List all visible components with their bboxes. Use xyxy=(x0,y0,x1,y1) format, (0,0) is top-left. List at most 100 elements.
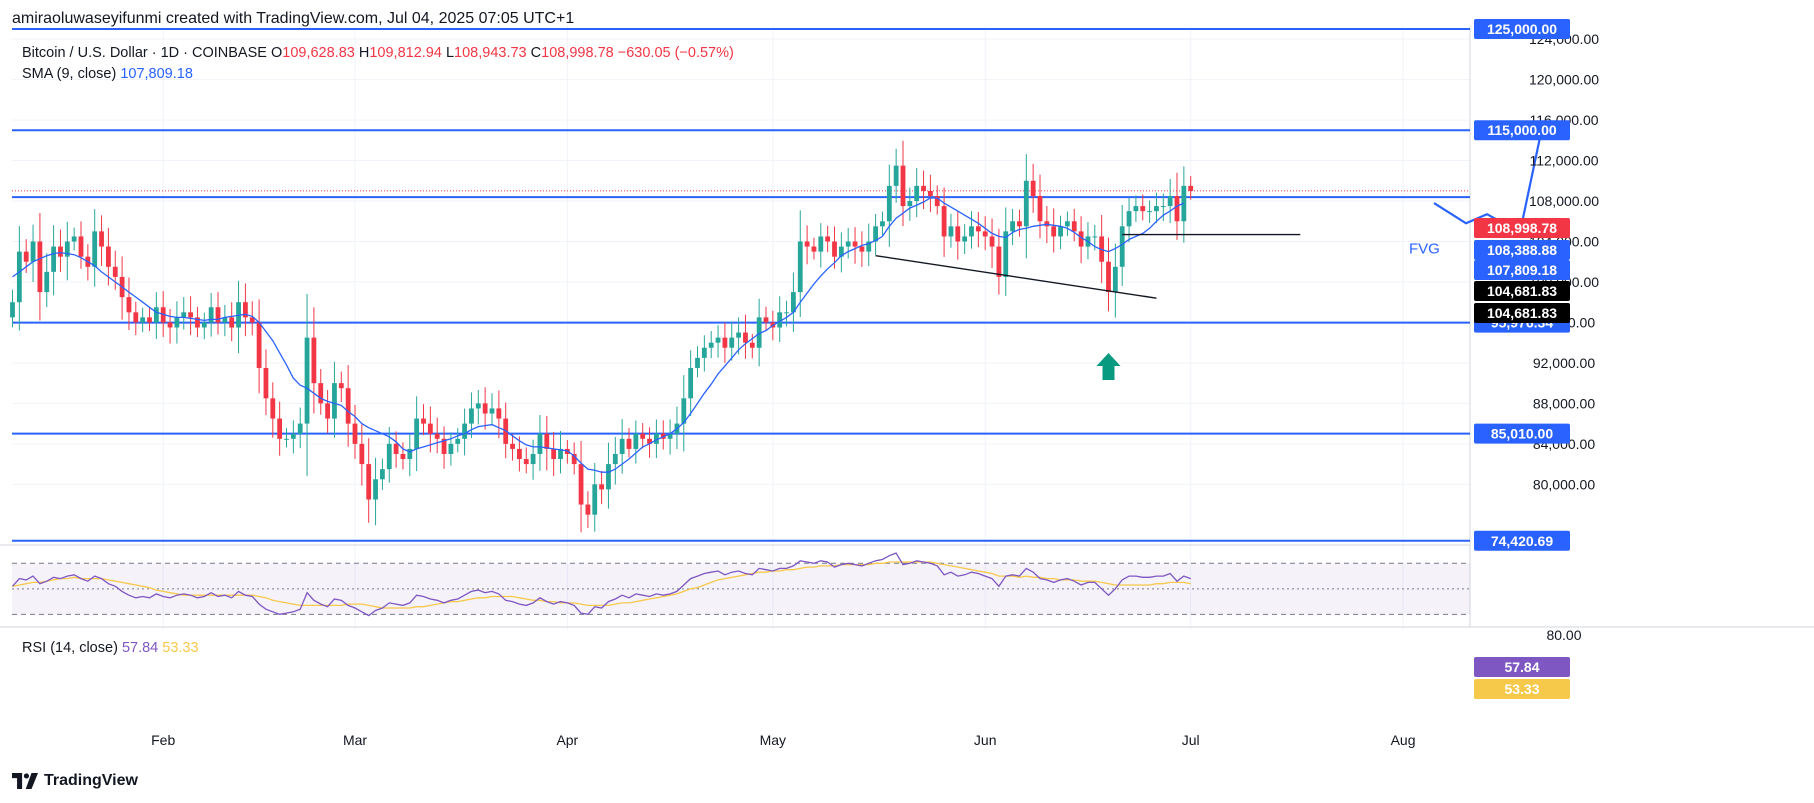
candle-down xyxy=(1037,195,1043,222)
candle-up xyxy=(284,438,289,440)
candle-down xyxy=(1071,221,1077,232)
sma-row: SMA (9, close) 107,809.18 xyxy=(22,64,734,85)
candle-down xyxy=(256,322,262,368)
candle-down xyxy=(243,302,248,318)
candle-up xyxy=(708,342,714,348)
candle-down xyxy=(1188,185,1194,191)
candle-up xyxy=(380,469,385,480)
level-badge-text: 108,388.88 xyxy=(1487,242,1557,258)
candle-down xyxy=(215,307,221,323)
date-tick-label[interactable]: Apr xyxy=(556,732,578,748)
date-tick-label[interactable]: Aug xyxy=(1391,732,1416,748)
candle-down xyxy=(510,443,515,449)
grid xyxy=(0,26,1814,630)
annotations[interactable]: FVG xyxy=(875,120,1551,380)
date-tick-label[interactable]: May xyxy=(760,732,786,748)
candle-up xyxy=(729,337,735,348)
fvg-label: FVG xyxy=(1409,241,1440,258)
candle-down xyxy=(188,312,193,318)
candle-down xyxy=(311,337,317,384)
candle-down xyxy=(345,388,351,424)
candle-up xyxy=(92,231,98,267)
candle-down xyxy=(825,236,831,242)
rsi-band xyxy=(12,563,1470,615)
ohlc-row: Bitcoin / U.S. Dollar · 1D · COINBASE O1… xyxy=(22,43,734,64)
candle-up xyxy=(838,246,844,257)
rsi-tick-label[interactable]: 80.00 xyxy=(1546,627,1581,643)
candle-up xyxy=(1133,206,1139,212)
candle-up xyxy=(455,438,461,444)
level-badge-box xyxy=(1474,530,1570,551)
candle-down xyxy=(393,443,399,454)
candle-down xyxy=(37,241,43,293)
candle-down xyxy=(989,236,995,247)
candle-up xyxy=(201,322,207,328)
candle-down xyxy=(955,226,961,242)
candle-up xyxy=(845,241,851,247)
date-tick-label[interactable]: Mar xyxy=(343,732,367,748)
candle-down xyxy=(352,423,358,444)
candle-down xyxy=(1140,206,1146,212)
candle-down xyxy=(318,383,324,404)
candle-up xyxy=(530,453,536,465)
candle-up xyxy=(880,221,885,227)
horizontal-levels[interactable] xyxy=(12,28,1470,542)
date-tick-label[interactable]: Jul xyxy=(1182,732,1200,748)
candle-up xyxy=(407,448,413,460)
candle-up xyxy=(414,418,420,449)
sma-value: 107,809.18 xyxy=(120,66,193,82)
candle-down xyxy=(126,297,132,313)
candle-down xyxy=(647,438,652,444)
candle-up xyxy=(16,251,22,303)
candle-up xyxy=(592,484,598,515)
candle-down xyxy=(763,317,769,323)
price-tick-label[interactable]: 112,000.00 xyxy=(1529,153,1598,169)
tradingview-footer[interactable]: TradingView xyxy=(12,772,138,790)
rsi-label[interactable]: RSI (14, close) xyxy=(22,640,118,656)
price-tick-label[interactable]: 88,000.00 xyxy=(1533,395,1595,411)
candle-up xyxy=(153,307,159,323)
candle-up xyxy=(1023,180,1029,227)
date-tick-label[interactable]: Feb xyxy=(151,732,175,748)
candle-down xyxy=(58,246,63,257)
rsi-ma-badge-text: 53.33 xyxy=(1504,681,1539,697)
candle-up xyxy=(736,332,741,338)
chart-attribution: amiraoluwaseyifunmi created with Trading… xyxy=(12,10,575,27)
candle-down xyxy=(928,190,933,196)
candle-down xyxy=(270,398,276,419)
candle-down xyxy=(249,317,255,323)
candle-down xyxy=(78,236,84,257)
price-tick-label[interactable]: 120,000.00 xyxy=(1529,72,1599,88)
candle-up xyxy=(290,433,296,439)
candle-up xyxy=(1119,226,1125,267)
candle-up xyxy=(893,165,899,186)
sma-line xyxy=(12,197,1185,473)
price-tick-label[interactable]: 108,000.00 xyxy=(1529,193,1599,209)
sma-label[interactable]: SMA (9, close) xyxy=(22,66,117,82)
candle-up xyxy=(1112,266,1118,293)
candle-down xyxy=(996,246,1002,277)
close-value: 108,998.78 xyxy=(541,45,614,61)
candle-up xyxy=(866,241,872,252)
rsi-line xyxy=(12,552,1191,617)
date-tick-label[interactable]: Jun xyxy=(974,732,997,748)
level-badge-box xyxy=(1474,240,1570,260)
candle-up xyxy=(222,317,228,323)
candle-down xyxy=(1106,261,1111,293)
projection-path[interactable] xyxy=(1433,122,1545,235)
candle-up xyxy=(969,226,974,237)
axes[interactable]: 80,000.0084,000.0088,000.0092,000.0096,0… xyxy=(151,31,1599,748)
candle-up xyxy=(1154,206,1159,212)
candle-down xyxy=(517,448,522,460)
footer-brand: TradingView xyxy=(44,772,138,789)
level-badge-text: 115,000.00 xyxy=(1487,122,1557,138)
candle-up xyxy=(297,423,303,434)
trendline[interactable] xyxy=(875,254,1157,299)
candle-up xyxy=(64,241,70,257)
price-tick-label[interactable]: 92,000.00 xyxy=(1533,355,1595,371)
candle-up xyxy=(654,433,659,444)
symbol-title[interactable]: Bitcoin / U.S. Dollar · 1D · COINBASE xyxy=(22,45,267,61)
candle-down xyxy=(743,332,748,343)
price-tick-label[interactable]: 80,000.00 xyxy=(1533,476,1595,492)
